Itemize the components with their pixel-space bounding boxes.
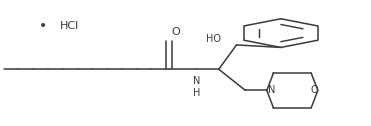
Text: H: H (193, 88, 200, 98)
Text: O: O (171, 27, 180, 37)
Text: HO: HO (206, 34, 221, 44)
Text: N: N (268, 85, 276, 95)
Text: N: N (193, 76, 200, 86)
Text: O: O (310, 85, 318, 95)
Text: •: • (39, 19, 47, 33)
Text: HCl: HCl (60, 21, 79, 31)
